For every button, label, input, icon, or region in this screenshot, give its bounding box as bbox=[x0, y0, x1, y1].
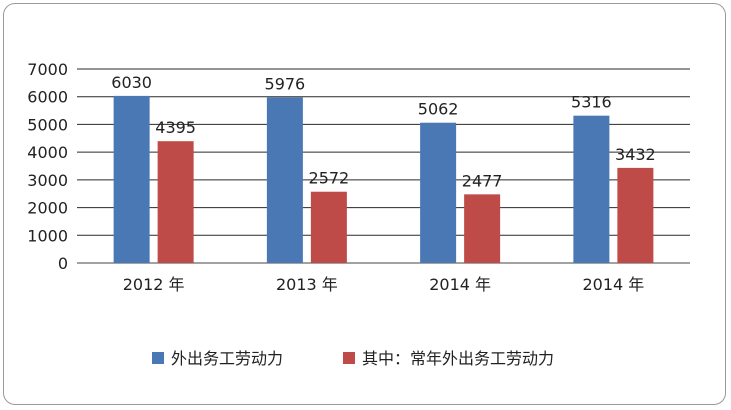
y-tick-label: 6000 bbox=[27, 88, 68, 107]
data-label: 2477 bbox=[462, 171, 503, 190]
y-tick-label: 4000 bbox=[27, 143, 68, 162]
bar-series-2 bbox=[310, 191, 347, 263]
y-tick-label: 2000 bbox=[27, 199, 68, 218]
y-tick-label: 5000 bbox=[27, 115, 68, 134]
bars bbox=[113, 95, 654, 263]
y-axis-ticks: 0 1000 2000 3000 4000 5000 6000 7000 bbox=[27, 60, 68, 273]
legend: 外出务工劳动力 其中：常年外出务工劳动力 bbox=[152, 349, 554, 368]
data-label: 6030 bbox=[111, 73, 152, 92]
data-label: 4395 bbox=[155, 118, 196, 137]
x-axis-labels: 2012 年 2013 年 2014 年 2014 年 bbox=[123, 275, 645, 294]
y-tick-label: 0 bbox=[58, 254, 68, 273]
y-tick-label: 7000 bbox=[27, 60, 68, 79]
data-label: 5062 bbox=[418, 100, 459, 119]
y-tick-label: 1000 bbox=[27, 226, 68, 245]
bar-series-1 bbox=[573, 115, 610, 263]
data-labels: 6030 4395 5976 2572 5062 2477 5316 3432 bbox=[111, 73, 655, 190]
legend-swatch bbox=[152, 352, 164, 364]
data-label: 3432 bbox=[615, 145, 656, 164]
x-tick-label: 2014 年 bbox=[429, 275, 491, 294]
bar-series-2 bbox=[617, 167, 654, 263]
x-tick-label: 2013 年 bbox=[276, 275, 338, 294]
bar-series-1 bbox=[266, 97, 303, 263]
legend-swatch bbox=[343, 352, 355, 364]
legend-label: 外出务工劳动力 bbox=[171, 349, 283, 368]
data-label: 5316 bbox=[571, 93, 612, 112]
bar-series-1 bbox=[420, 122, 457, 263]
y-tick-label: 3000 bbox=[27, 171, 68, 190]
bar-series-2 bbox=[464, 194, 501, 263]
bar-series-2 bbox=[157, 141, 194, 263]
bar-series-1 bbox=[113, 95, 150, 263]
data-label: 2572 bbox=[309, 169, 350, 188]
data-label: 5976 bbox=[265, 74, 306, 93]
x-tick-label: 2012 年 bbox=[123, 275, 185, 294]
x-tick-label: 2014 年 bbox=[582, 275, 644, 294]
legend-label: 其中：常年外出务工劳动力 bbox=[362, 349, 554, 368]
